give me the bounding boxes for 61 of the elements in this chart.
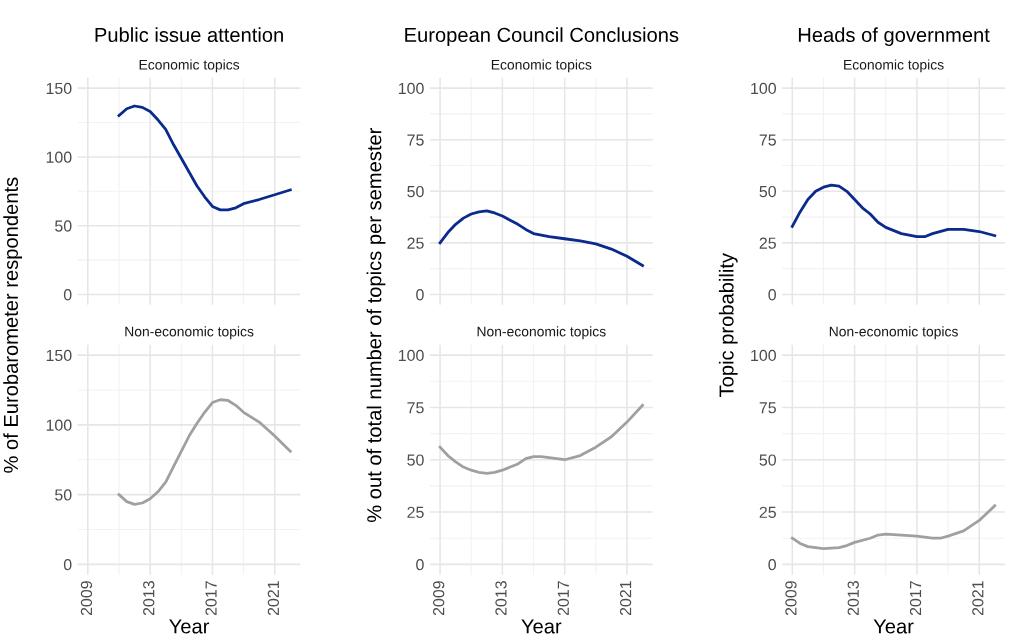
line-series — [438, 209, 644, 267]
y-tick-label: 0 — [768, 559, 776, 571]
y-tick-label: 25 — [407, 506, 424, 519]
y-tick-label: 0 — [416, 559, 424, 571]
y-tick-label: 100 — [398, 349, 424, 362]
x-axis-title: Year — [873, 619, 914, 634]
y-tick-label: 0 — [768, 289, 776, 301]
y-tick-label: 0 — [63, 559, 72, 571]
y-tick-label: 50 — [759, 185, 776, 198]
chart-title: European Council Conclusions — [405, 27, 679, 47]
y-tick-label: 100 — [398, 82, 424, 95]
chart-subtitle: Non-economic topics — [125, 326, 254, 340]
y-tick-label: 25 — [759, 237, 776, 249]
y-axis-title: % of Eurobarometer respondents — [3, 177, 23, 473]
chart-title: Public issue attention — [95, 27, 283, 43]
y-tick-label: 25 — [759, 506, 776, 519]
y-tick-label: 100 — [46, 419, 72, 431]
x-tick-label: 2017 — [557, 581, 569, 616]
y-tick-label: 50 — [407, 185, 424, 198]
x-tick-label: 2009 — [80, 581, 93, 616]
y-axis-title: % out of total number of topics per semester — [366, 127, 386, 523]
chart-title: Heads of government — [798, 27, 990, 47]
x-tick-label: 2021 — [267, 581, 280, 616]
y-tick-label: 150 — [46, 82, 72, 95]
y-tick-label: 0 — [416, 289, 424, 301]
x-tick-label: 2009 — [785, 581, 797, 616]
x-tick-label: 2013 — [847, 581, 859, 616]
y-tick-label: 150 — [46, 349, 72, 362]
chart-subtitle: Economic topics — [491, 59, 592, 73]
x-tick-label: 2021 — [972, 581, 984, 616]
x-tick-label: 2013 — [143, 581, 155, 616]
y-tick-label: 75 — [759, 134, 776, 146]
line-series — [117, 104, 292, 212]
y-tick-label: 75 — [407, 134, 424, 146]
y-tick-label: 25 — [407, 237, 424, 249]
chart-subtitle: Non-economic topics — [829, 326, 958, 340]
x-axis-title: Year — [169, 619, 210, 634]
chart-subtitle: Economic topics — [139, 59, 240, 73]
y-tick-label: 50 — [407, 454, 424, 466]
y-tick-label: 75 — [759, 402, 776, 414]
x-tick-label: 2021 — [619, 581, 632, 616]
line-series — [117, 398, 292, 506]
line-series — [790, 504, 997, 551]
line-series — [438, 403, 644, 475]
y-tick-label: 100 — [751, 349, 776, 362]
x-tick-label: 2017 — [205, 581, 217, 616]
y-tick-label: 100 — [46, 151, 72, 163]
x-tick-label: 2017 — [909, 581, 922, 616]
y-tick-label: 0 — [63, 289, 72, 301]
y-tick-label: 50 — [55, 489, 72, 501]
chart-subtitle: Non-economic topics — [477, 326, 606, 340]
x-axis-title: Year — [521, 619, 562, 634]
y-tick-label: 50 — [759, 454, 776, 466]
y-tick-label: 100 — [751, 82, 776, 95]
chart-subtitle: Economic topics — [844, 59, 944, 73]
y-tick-label: 50 — [55, 220, 72, 232]
y-axis-title: Topic probability — [718, 253, 738, 397]
line-series — [790, 183, 997, 239]
x-tick-label: 2013 — [495, 581, 507, 616]
x-tick-label: 2009 — [433, 581, 445, 616]
y-tick-label: 75 — [407, 402, 424, 414]
